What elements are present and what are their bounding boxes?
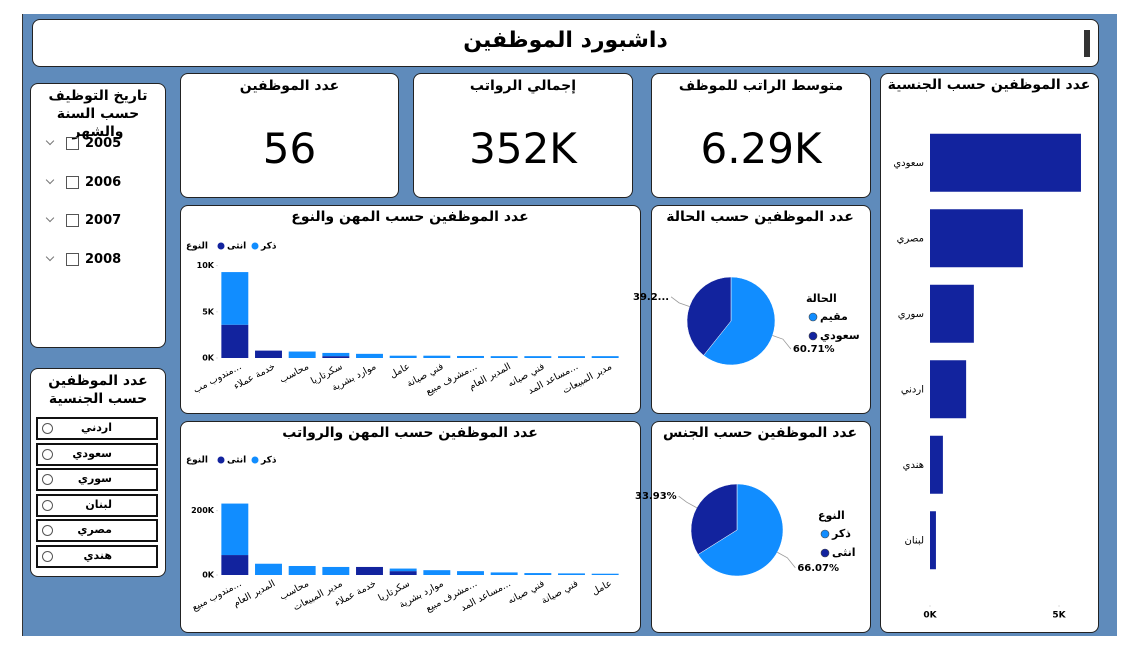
chart-card (180, 205, 641, 414)
kpi-label: عدد الموظفين (239, 78, 340, 94)
slicer-item-label: 2006 (85, 174, 122, 190)
slicer-item[interactable]: 2008 (45, 252, 145, 270)
date-slicer: تاريخ التوظيف حسب السنة والشهر 2005 2006 2… (30, 83, 166, 348)
kpi-card: متوسط الراتب للموظف 6.29K (651, 73, 871, 198)
slicer-item-label: لبنان (85, 497, 112, 511)
slicer-item-label: سعودي (72, 446, 112, 460)
slicer-item[interactable]: مصري (36, 519, 158, 542)
chevron (45, 175, 55, 184)
radio (42, 525, 53, 536)
kpi-value: 352K (469, 124, 577, 173)
chart-card (180, 421, 641, 633)
slicer-item-label: مصري (77, 523, 112, 536)
slicer-item-label: 2008 (85, 251, 122, 267)
kpi-label: إجمالي الرواتب (469, 78, 577, 94)
nationality-slicer: عدد الموظفين حسب الجنسية اردني سعودي سوري ل… (30, 368, 166, 577)
kpi-value: 6.29K (700, 124, 822, 173)
slicer-item-label: 2007 (85, 213, 122, 228)
kpi-card: إجمالي الرواتب 352K (413, 73, 633, 198)
chart-card (651, 205, 871, 414)
slicer-item[interactable]: 2006 (45, 175, 145, 193)
slicer-item-label: هندي (83, 548, 112, 562)
radio (42, 448, 53, 460)
radio (42, 550, 53, 562)
chart-card (880, 73, 1099, 633)
slicer-item[interactable]: 2005 (45, 136, 145, 154)
radio (42, 474, 53, 485)
slicer-title: تاريخ التوظيف حسب السنة والشهر (48, 88, 148, 140)
kpi-value: 56 (262, 124, 317, 173)
chart-card (651, 421, 871, 633)
chevron (45, 213, 55, 223)
checkbox (66, 214, 79, 227)
slicer-item[interactable]: سوري (36, 468, 158, 491)
kpi-card: عدد الموظفين 56 (180, 73, 399, 198)
slicer-item-label: اردني (80, 421, 112, 434)
slicer-item[interactable]: اردني (36, 417, 158, 440)
chevron (45, 252, 55, 261)
checkbox (66, 252, 79, 266)
radio (42, 499, 53, 511)
checkbox (66, 175, 79, 189)
header: داشبورد الموظفين (32, 19, 1099, 67)
radio (42, 423, 53, 434)
slicer-item[interactable]: 2007 (45, 213, 145, 231)
slicer-item-label: 2005 (85, 136, 122, 151)
chevron (45, 136, 55, 146)
slicer-item-label: سوري (77, 472, 112, 485)
slicer-item[interactable]: لبنان (36, 493, 158, 517)
header-title: داشبورد الموظفين (463, 28, 668, 53)
slicer-item[interactable]: سعودي (36, 442, 158, 466)
slicer-title: عدد الموظفين حسب الجنسية (48, 373, 148, 407)
kpi-label: متوسط الراتب للموظف (678, 78, 844, 94)
checkbox (66, 137, 79, 150)
header-bar (1084, 30, 1090, 57)
slicer-item[interactable]: هندي (36, 544, 158, 568)
